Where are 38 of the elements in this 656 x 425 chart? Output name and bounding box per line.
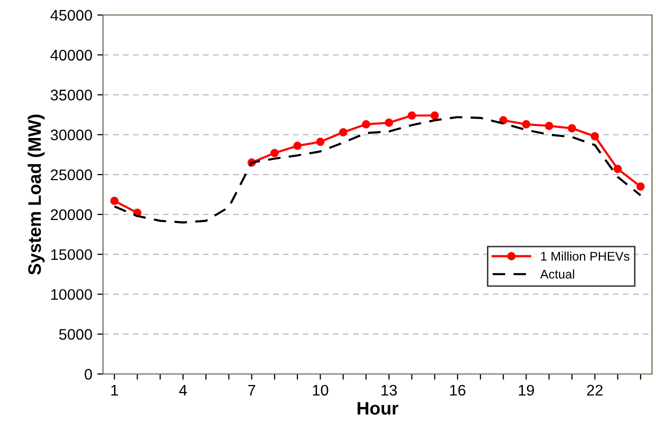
legend-label: Actual [540,269,574,279]
point [522,120,530,128]
x-axis-title: Hour [358,402,398,415]
point [316,138,324,146]
point [499,116,508,124]
y-tick-label: 0 [84,368,92,380]
x-tick-label: 16 [450,384,466,396]
y-tick-label: 35000 [50,90,92,100]
point [270,148,279,158]
y-tick-label: 30000 [50,130,92,140]
x-tick-label: 4 [179,384,187,396]
y-tick-label: 40000 [50,50,92,61]
legend-label: 1 Million PHEVs [541,252,630,261]
y-axis-title: System Load (MW) [28,114,45,275]
x-tick-label: 10 [312,384,328,396]
y-tick-label: 45000 [50,10,92,21]
x-tick-label: 19 [518,384,534,396]
point [544,122,554,130]
point [339,128,348,136]
x-tick-label: 1 [111,384,118,396]
x-tick-label: 22 [587,384,603,396]
point [614,164,622,174]
y-tick-label: 25000 [50,169,92,180]
point [568,124,576,132]
y-tick-label: 5000 [59,328,92,340]
point [384,118,394,127]
point [362,120,370,128]
point [590,132,599,140]
x-tick-label: 7 [248,384,256,396]
point [430,111,439,120]
y-tick-label: 20000 [50,209,92,220]
point [293,142,302,150]
point [408,111,416,120]
point [110,196,119,206]
x-tick-label: 13 [382,384,397,396]
y-tick-label: 15000 [51,249,92,260]
point [636,182,645,191]
y-tick-label: 10000 [51,289,92,300]
